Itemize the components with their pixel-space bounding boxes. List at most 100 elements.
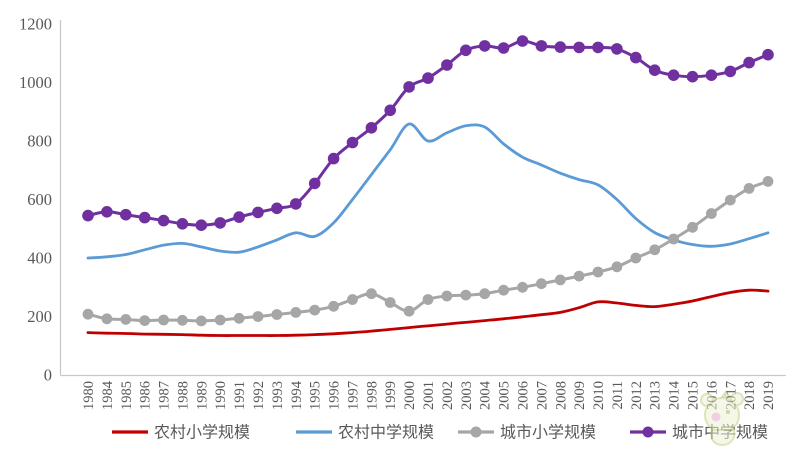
x-tick-label: 2014	[667, 380, 683, 410]
series-marker-3	[157, 214, 170, 227]
series-marker-3	[573, 41, 585, 54]
series-marker-2	[498, 284, 509, 296]
watermark-shape	[700, 393, 714, 407]
x-tick-label: 2010	[591, 381, 607, 410]
x-tick-label: 1980	[81, 381, 97, 410]
series-marker-3	[460, 44, 472, 57]
x-tick-label: 2008	[553, 381, 569, 410]
series-marker-2	[517, 281, 528, 293]
x-tick-label: 2000	[402, 381, 418, 410]
x-tick-label: 1999	[383, 381, 399, 410]
legend-label-2: 城市小学规模	[500, 424, 596, 442]
x-tick-label: 1995	[308, 381, 324, 410]
series-marker-3	[233, 211, 245, 223]
x-tick-label: 2007	[534, 381, 550, 410]
series-marker-3	[630, 51, 642, 64]
series-marker-2	[573, 270, 585, 282]
x-tick-label: 2012	[629, 381, 645, 410]
series-marker-3	[648, 64, 661, 76]
x-tick-label: 2001	[421, 381, 437, 410]
series-marker-2	[120, 314, 132, 325]
x-tick-label: 2009	[572, 381, 588, 410]
series-marker-2	[706, 208, 717, 219]
x-tick-label: 1990	[213, 381, 229, 410]
series-marker-3	[441, 59, 453, 71]
series-marker-3	[497, 42, 510, 54]
watermark-shape	[730, 392, 744, 406]
x-tick-label: 2006	[515, 381, 531, 410]
legend-marker-2	[470, 426, 482, 438]
y-tick-label: 200	[27, 307, 52, 326]
series-line-1	[86, 122, 770, 260]
series-marker-3	[535, 40, 548, 52]
x-tick-label: 2015	[685, 381, 701, 410]
series-line-3	[86, 39, 770, 227]
x-tick-label: 2013	[648, 381, 664, 410]
x-tick-label: 1994	[289, 380, 305, 410]
series-marker-3	[252, 206, 264, 219]
series-marker-2	[743, 183, 755, 194]
series-marker-3	[176, 218, 189, 230]
series-marker-3	[138, 211, 151, 224]
y-tick-label: 800	[27, 132, 52, 151]
series-marker-3	[516, 35, 529, 47]
x-tick-label: 2004	[478, 380, 494, 410]
legend-marker-3	[642, 426, 654, 438]
x-tick-label: 1987	[157, 381, 173, 410]
x-tick-label: 2002	[440, 381, 456, 410]
y-tick-label: 400	[27, 249, 52, 268]
x-tick-label: 2003	[459, 381, 475, 410]
y-tick-label: 1200	[19, 15, 52, 34]
x-tick-label: 2018	[742, 381, 758, 410]
x-tick-label: 1998	[364, 381, 380, 410]
series-marker-3	[101, 206, 113, 218]
series-marker-2	[347, 294, 358, 305]
series-marker-2	[592, 266, 604, 278]
watermark-shape	[720, 390, 731, 398]
legend-label-1: 农村中学规模	[338, 424, 434, 442]
series-marker-2	[309, 304, 321, 316]
series-marker-2	[328, 300, 339, 312]
series-marker-3	[743, 56, 755, 69]
series-marker-3	[478, 40, 491, 52]
watermark-mascot	[700, 390, 744, 446]
series-marker-3	[290, 198, 302, 210]
x-tick-label: 2011	[610, 381, 626, 409]
x-tick-label: 1993	[270, 381, 286, 410]
series-marker-2	[687, 221, 698, 233]
series-marker-2	[139, 315, 151, 326]
series-marker-3	[384, 104, 397, 117]
series-marker-3	[611, 43, 623, 55]
series-marker-3	[82, 209, 94, 222]
x-tick-label: 1996	[327, 381, 343, 410]
series-marker-2	[441, 290, 453, 302]
series-marker-3	[120, 208, 132, 221]
x-tick-label: 2019	[761, 381, 777, 410]
series-marker-2	[177, 314, 188, 326]
series-marker-3	[554, 41, 567, 53]
x-tick-label: 1986	[138, 381, 154, 410]
series-marker-2	[536, 278, 547, 290]
series-marker-3	[214, 217, 226, 229]
series-marker-2	[668, 233, 679, 245]
series-marker-2	[460, 289, 472, 301]
series-marker-2	[366, 288, 377, 300]
watermark-shape	[726, 410, 730, 414]
series-marker-3	[686, 70, 699, 83]
series-marker-2	[762, 176, 774, 187]
series-marker-2	[384, 297, 396, 308]
x-tick-label: 1984	[100, 380, 116, 410]
y-tick-label: 1000	[19, 73, 52, 92]
x-tick-label: 1992	[251, 381, 267, 410]
x-tick-label: 1997	[345, 381, 361, 410]
series-line-0	[86, 288, 770, 337]
series-marker-2	[158, 314, 170, 326]
series-marker-2	[630, 252, 642, 264]
series-marker-2	[479, 288, 491, 300]
series-marker-2	[422, 294, 434, 305]
series-marker-3	[195, 219, 208, 231]
series-marker-2	[195, 315, 207, 327]
series-marker-2	[214, 314, 226, 326]
